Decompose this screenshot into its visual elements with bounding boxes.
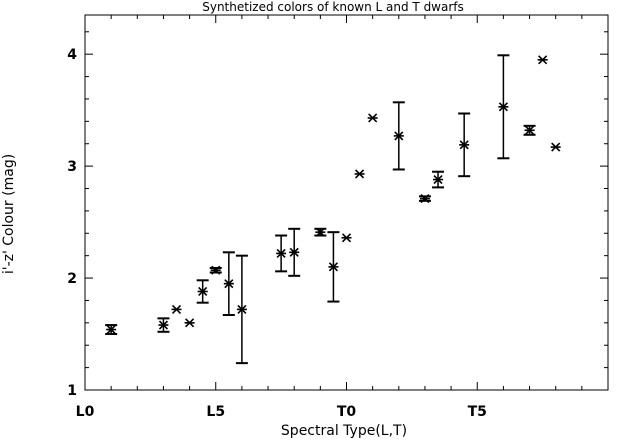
data-point [497, 54, 510, 160]
data-point [209, 265, 222, 275]
y-tick-label: 3 [67, 159, 77, 175]
data-point [327, 231, 340, 303]
y-axis-label: i'-z' Colour (mag) [1, 154, 17, 274]
data-point [222, 251, 235, 316]
plot-frame [84, 14, 609, 391]
data-point [171, 304, 182, 314]
data-point [523, 124, 536, 136]
x-tick-label: T5 [468, 404, 487, 420]
data-point [458, 112, 471, 178]
y-tick-label: 1 [67, 383, 77, 399]
y-tick-label: 2 [67, 271, 77, 287]
x-tick-label: L5 [206, 404, 225, 420]
x-axis-label: Spectral Type(L,T) [281, 423, 407, 439]
x-axis: L0 L5 T0 T5 [76, 15, 609, 420]
data-point [537, 55, 548, 65]
x-tick-label: L0 [76, 404, 95, 420]
data-point [235, 254, 248, 365]
data-point [105, 324, 118, 336]
y-axis: 1 2 3 4 [67, 31, 608, 399]
data-point [367, 113, 378, 123]
data-point [157, 317, 170, 333]
x-tick-label: T0 [337, 404, 357, 420]
data-point [275, 234, 288, 273]
data-point [432, 170, 445, 189]
data-point [392, 101, 405, 171]
chart-title: Synthetized colors of known L and T dwar… [202, 0, 464, 14]
data-point [184, 318, 195, 328]
data-point [314, 227, 327, 237]
data-point [341, 233, 352, 243]
data-point [288, 227, 301, 277]
y-tick-label: 4 [67, 47, 77, 63]
data-point [550, 142, 561, 152]
data-series [105, 54, 561, 365]
data-point [196, 279, 209, 304]
data-point [354, 169, 365, 179]
data-point [418, 194, 431, 204]
